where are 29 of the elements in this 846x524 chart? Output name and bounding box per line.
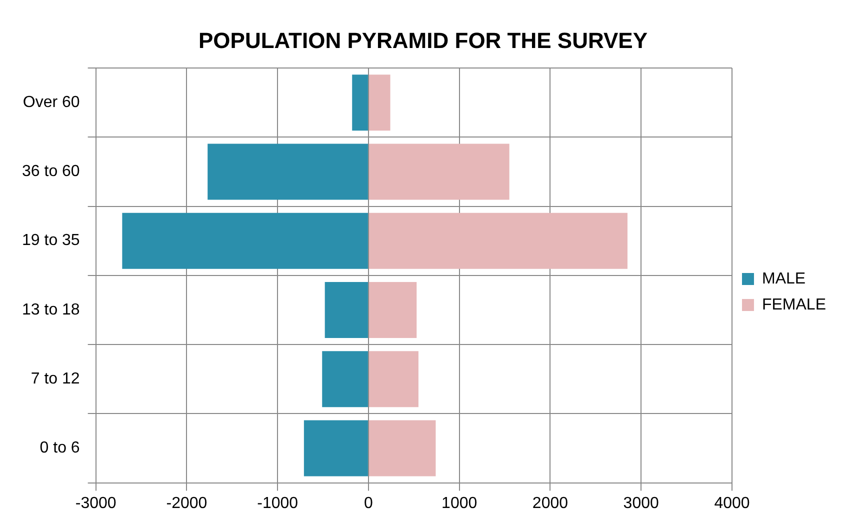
chart-title: POPULATION PYRAMID FOR THE SURVEY xyxy=(197,28,648,54)
x-tick-label: 0 xyxy=(364,494,374,512)
bar xyxy=(368,282,417,338)
y-tick-label: 0 to 6 xyxy=(40,440,80,457)
bar xyxy=(208,144,368,200)
y-tick-label: Over 60 xyxy=(22,94,80,111)
bar xyxy=(122,212,368,269)
x-tick-label: 3000 xyxy=(623,494,660,512)
bar xyxy=(304,420,368,476)
x-tick-label: 4000 xyxy=(714,494,750,512)
legend-label: MALE xyxy=(762,270,806,288)
x-tick-label: -2000 xyxy=(166,494,208,512)
y-tick-label: 36 to 60 xyxy=(22,163,80,180)
x-tick-label: 1000 xyxy=(442,494,478,512)
x-tick-label: -1000 xyxy=(257,494,298,512)
bar xyxy=(324,282,368,338)
bar xyxy=(368,212,628,269)
bar xyxy=(322,351,368,408)
x-tick-label: 2000 xyxy=(532,494,568,512)
bar xyxy=(368,74,390,131)
x-tick-label: -3000 xyxy=(75,494,116,512)
y-tick-label: 13 to 18 xyxy=(22,301,80,318)
bar xyxy=(368,144,510,200)
y-tick-label: 7 to 12 xyxy=(30,370,80,388)
bar xyxy=(368,420,436,476)
bar xyxy=(368,351,418,408)
y-tick-label: 19 to 35 xyxy=(22,232,80,250)
bar xyxy=(352,74,368,131)
legend-label: FEMALE xyxy=(762,296,826,314)
